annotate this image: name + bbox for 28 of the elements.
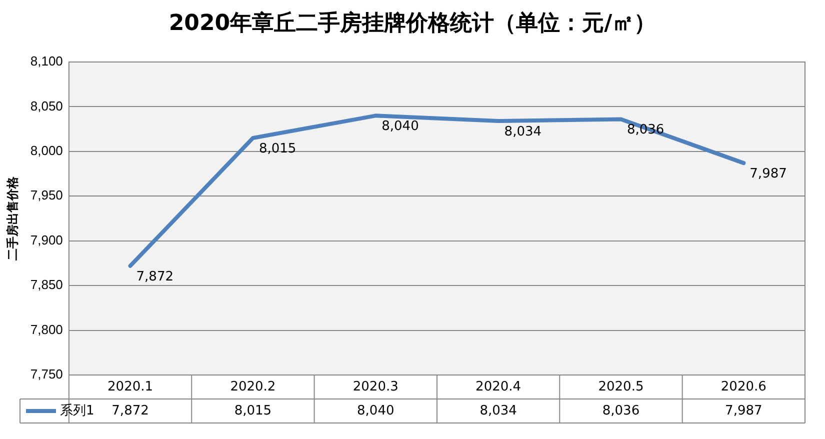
x-tick-label: 2020.1 xyxy=(108,379,154,394)
text: 7,987 xyxy=(750,166,787,182)
data-label: 8,040 xyxy=(357,403,394,418)
y-tick-label: 7,750 xyxy=(30,366,63,382)
legend-label: 系列1 xyxy=(60,403,94,418)
text: 8,040 xyxy=(382,119,419,134)
y-tick-label: 7,850 xyxy=(30,277,63,292)
x-tick-label: 2020.2 xyxy=(230,379,276,394)
x-tick-label: 2020.4 xyxy=(476,379,522,394)
y-tick-label: 8,000 xyxy=(30,143,63,158)
data-label: 7,987 xyxy=(725,403,762,418)
chart-title: 2020年章丘二手房挂牌价格统计（单位：元/㎡） xyxy=(168,10,658,38)
x-tick-label: 2020.3 xyxy=(352,379,398,394)
text: 8,034 xyxy=(504,124,542,140)
data-label: 8,015 xyxy=(234,403,272,418)
data-label: 8,034 xyxy=(480,403,517,418)
data-label: 7,872 xyxy=(112,403,149,418)
x-tick-label: 2020.5 xyxy=(598,379,644,394)
y-tick-label: 7,800 xyxy=(30,322,63,337)
text: 7,872 xyxy=(136,269,174,284)
y-tick-label: 8,050 xyxy=(30,98,63,114)
y-axis-title: 二手房出售价格 xyxy=(6,176,20,260)
y-tick-label: 8,100 xyxy=(30,54,63,69)
y-tick-label: 7,900 xyxy=(30,232,63,248)
x-tick-label: 2020.6 xyxy=(720,379,766,394)
y-tick-label: 7,950 xyxy=(30,188,63,203)
text: 8,015 xyxy=(258,141,296,156)
data-label: 8,036 xyxy=(602,403,640,418)
